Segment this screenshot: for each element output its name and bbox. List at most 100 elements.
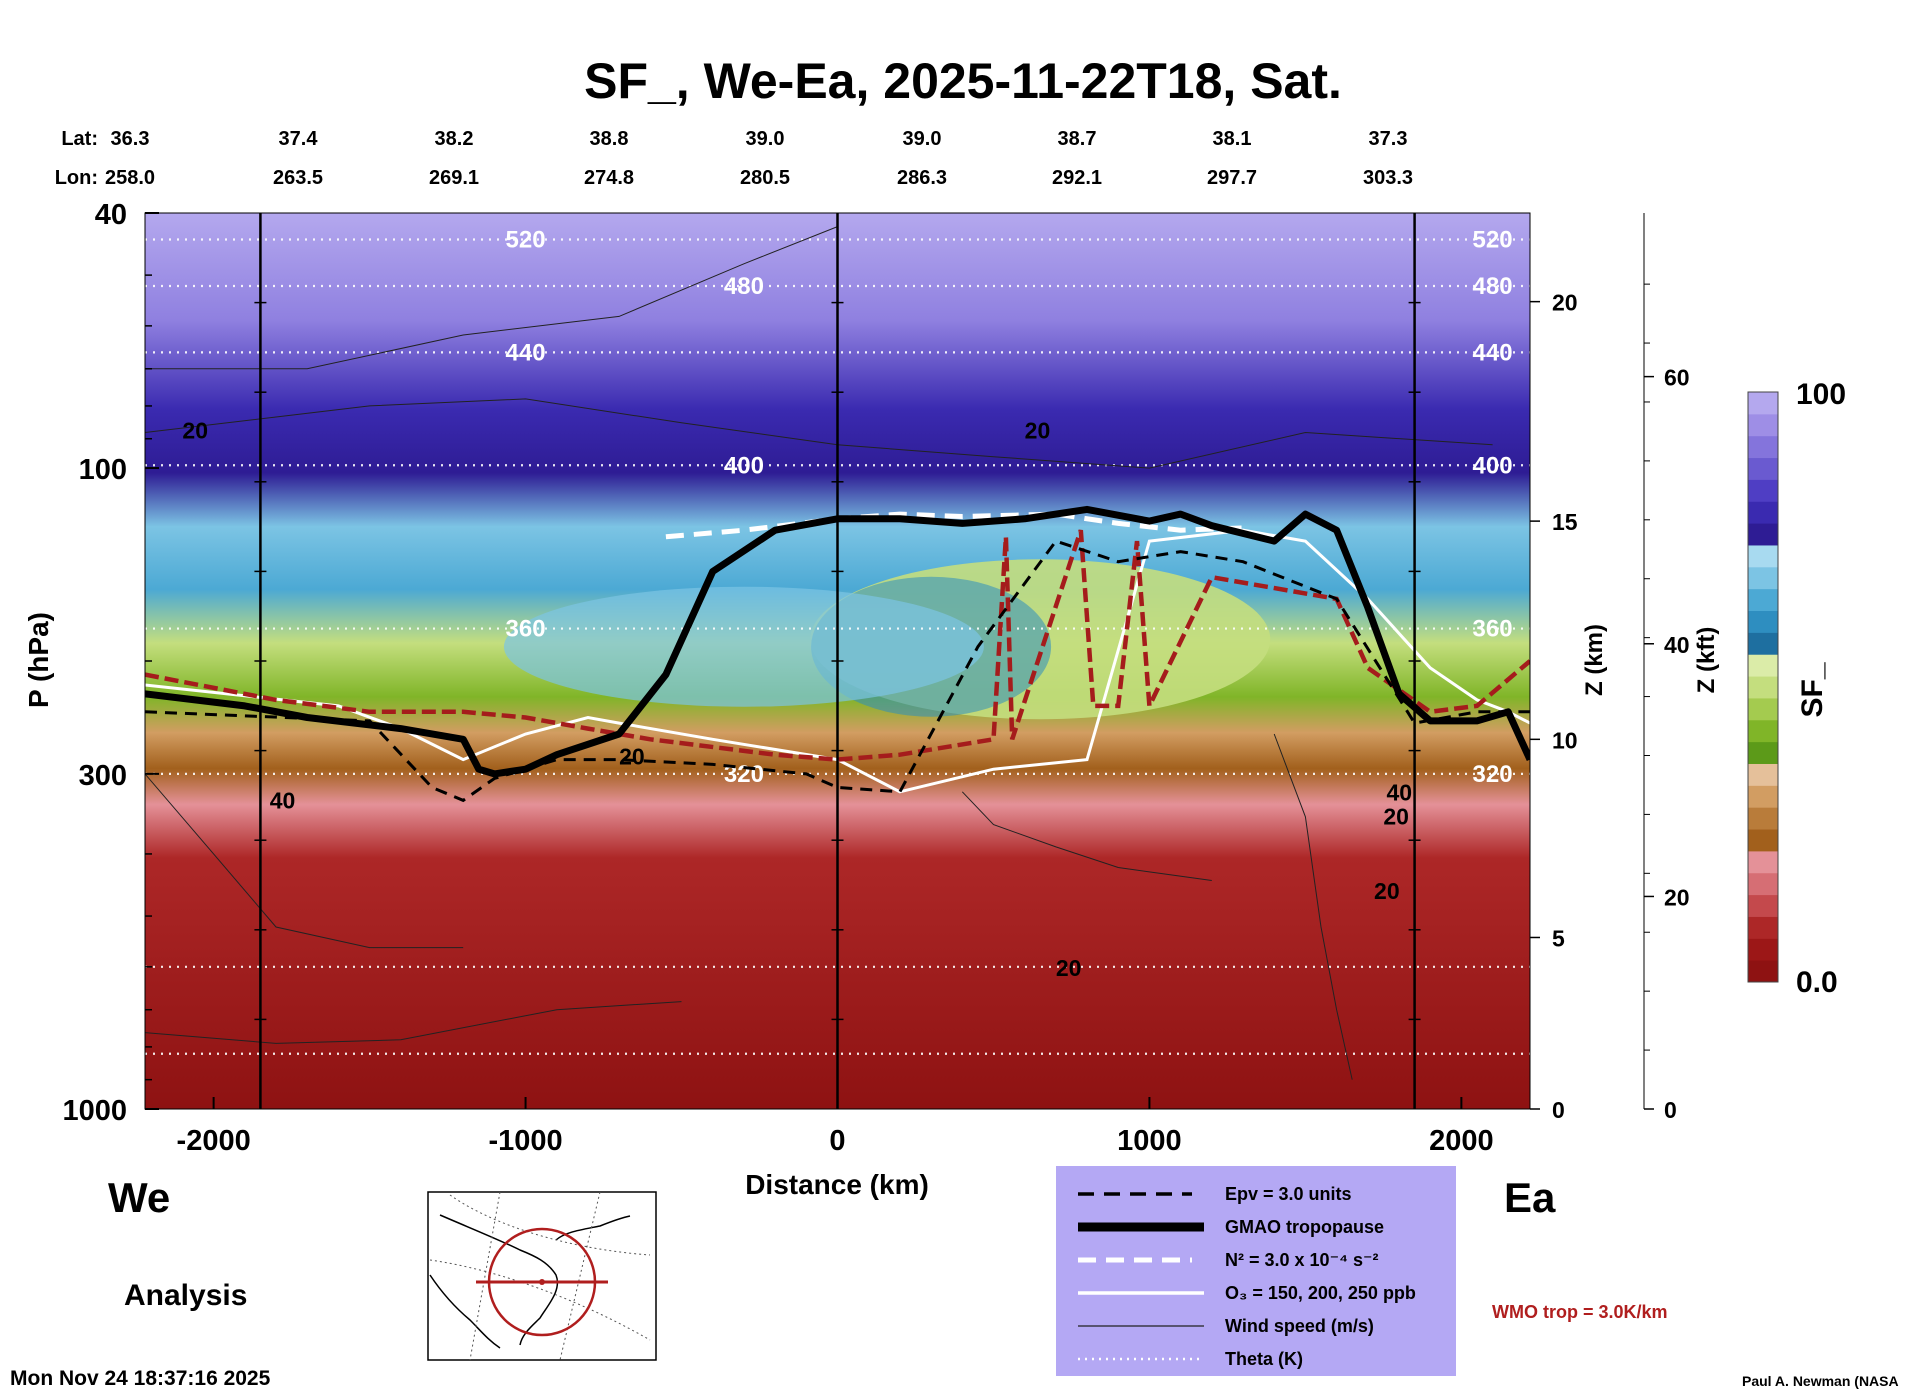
colorbar-min-label: 0.0: [1796, 966, 1838, 999]
y-axis-label: P (hPa): [23, 612, 54, 708]
legend-epv-label: Epv = 3.0 units: [1225, 1184, 1352, 1204]
lat-value-8: 37.3: [1369, 128, 1408, 150]
x-tick-label-4: 2000: [1429, 1125, 1494, 1157]
wind-contour-0: [145, 226, 838, 370]
colorbar-label: SF_: [1796, 662, 1829, 717]
y-tick-label-3: 1000: [62, 1095, 127, 1127]
colorbar-swatch-19: [1748, 544, 1778, 568]
colorbar-swatch-1: [1748, 938, 1778, 961]
colorbar-max-label: 100: [1796, 378, 1846, 411]
wind-label-4: 20: [1374, 878, 1400, 904]
lon-value-8: 303.3: [1363, 167, 1413, 189]
lon-value-4: 280.5: [740, 167, 790, 189]
n2-contour: [665, 511, 1244, 540]
z-kft-label: Z (kft): [1693, 627, 1720, 694]
east-label: Ea: [1504, 1174, 1556, 1221]
legend-n2-label: N² = 3.0 x 10⁻⁴ s⁻²: [1225, 1250, 1378, 1270]
colorbar-swatch-9: [1748, 763, 1778, 786]
lon-value-7: 297.7: [1207, 167, 1257, 189]
colorbar-swatch-14: [1748, 654, 1778, 677]
colorbar-swatch-11: [1748, 719, 1778, 743]
lat-value-3: 38.8: [590, 128, 629, 150]
lat-value-7: 38.1: [1213, 128, 1252, 150]
colorbar-swatch-12: [1748, 697, 1778, 721]
z-km-tick-label-2: 10: [1552, 727, 1578, 753]
legend-o3-label: O₃ = 150, 200, 250 ppb: [1225, 1283, 1416, 1303]
theta-label-right-400: 400: [1473, 452, 1513, 479]
legend-theta-label: Theta (K): [1225, 1349, 1303, 1369]
analysis-label: Analysis: [124, 1279, 247, 1312]
west-label: We: [108, 1174, 170, 1221]
colorbar-swatch-26: [1748, 392, 1778, 415]
colorbar-swatch-0: [1748, 960, 1778, 983]
colorbar-swatch-2: [1748, 916, 1778, 939]
colorbar-swatch-5: [1748, 850, 1778, 874]
lat-value-0: 36.3: [111, 128, 150, 150]
wind-label-5: 20: [1056, 955, 1082, 981]
z-km-tick-label-0: 0: [1552, 1097, 1565, 1123]
theta-label-right-440: 440: [1473, 339, 1513, 366]
lat-value-2: 38.2: [435, 128, 474, 150]
map-graticule: [429, 1191, 651, 1361]
z-km-tick-label-1: 5: [1552, 925, 1565, 951]
credit: Paul A. Newman (NASA: [1742, 1373, 1899, 1389]
colorbar-swatch-7: [1748, 807, 1778, 830]
x-tick-label-0: -2000: [177, 1125, 251, 1157]
wind-label-1: 20: [1025, 418, 1051, 444]
x-tick-label-3: 1000: [1117, 1125, 1182, 1157]
colorbar-swatch-3: [1748, 894, 1778, 917]
legend-wind-label: Wind speed (m/s): [1225, 1316, 1374, 1336]
colorbar-swatch-15: [1748, 632, 1778, 655]
wind-label-7: 40: [270, 788, 296, 814]
theta-label-480: 480: [724, 273, 764, 300]
colorbar-swatch-13: [1748, 676, 1778, 699]
theta-label-400: 400: [724, 452, 764, 479]
legend-box: [1056, 1166, 1456, 1376]
timestamp: Mon Nov 24 18:37:16 2025: [10, 1367, 271, 1390]
wmo-trop-label: WMO trop = 3.0K/km: [1492, 1302, 1668, 1322]
theta-label-right-360: 360: [1473, 616, 1513, 643]
colorbar-swatch-24: [1748, 435, 1778, 459]
z-km-tick-label-3: 15: [1552, 509, 1578, 535]
colorbar-swatch-18: [1748, 566, 1778, 590]
gmao-tropopause-line: [145, 505, 1530, 778]
theta-label-360: 360: [506, 616, 546, 643]
chart-title: SF_, We-Ea, 2025-11-22T18, Sat.: [584, 53, 1342, 109]
epv-contour: [145, 539, 1530, 803]
colorbar-swatch-25: [1748, 413, 1778, 437]
lon-label: Lon:: [55, 167, 98, 189]
wind-label-6: 40: [1387, 779, 1413, 805]
wind-label-3: 20: [1383, 804, 1409, 830]
lon-value-2: 269.1: [429, 167, 479, 189]
colorbar-swatch-4: [1748, 872, 1778, 896]
sf-cyan-band: [503, 586, 984, 707]
theta-label-440: 440: [506, 339, 546, 366]
colorbar-swatch-22: [1748, 479, 1778, 502]
z-kft-tick-label-3: 60: [1664, 365, 1690, 391]
lat-value-4: 39.0: [746, 128, 785, 150]
x-tick-label-2: 0: [829, 1125, 845, 1157]
lat-label: Lat:: [61, 128, 98, 150]
y-tick-label-1: 100: [79, 454, 127, 486]
colorbar-swatch-21: [1748, 501, 1778, 524]
colorbar-swatch-8: [1748, 785, 1778, 808]
legend: Epv = 3.0 units GMAO tropopause N² = 3.0…: [1056, 1166, 1456, 1376]
lon-value-1: 263.5: [273, 167, 323, 189]
colorbar-swatch-16: [1748, 610, 1778, 633]
wind-contour-3: [145, 1001, 682, 1044]
colorbar-frame: [1747, 391, 1779, 983]
lat-value-1: 37.4: [279, 128, 319, 150]
wind-label-0: 20: [182, 418, 208, 444]
wmo-tropopause-line: [145, 529, 1530, 762]
theta-label-right-520: 520: [1473, 227, 1513, 254]
y-tick-label-2: 300: [79, 760, 127, 792]
legend-tropopause-label: GMAO tropopause: [1225, 1217, 1384, 1237]
lon-value-3: 274.8: [584, 167, 634, 189]
theta-label-520: 520: [506, 227, 546, 254]
colorbar-swatch-20: [1748, 523, 1778, 546]
colorbar: [1747, 391, 1779, 983]
lat-value-5: 39.0: [903, 128, 942, 150]
wind-contour-2: [145, 773, 464, 949]
wind-contour-5: [961, 791, 1212, 881]
x-tick-label-1: -1000: [488, 1125, 562, 1157]
